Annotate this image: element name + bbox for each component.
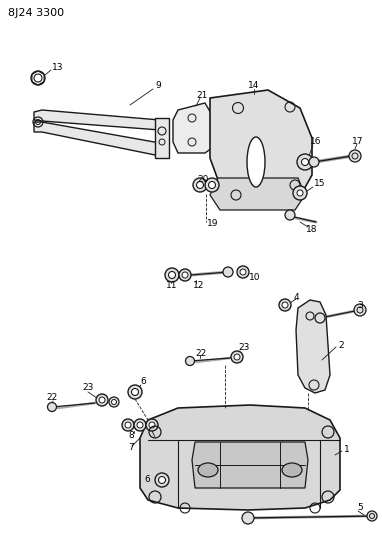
Circle shape [285,210,295,220]
Ellipse shape [247,137,265,187]
Circle shape [131,389,139,395]
Circle shape [96,394,108,406]
Text: 8J24 3300: 8J24 3300 [8,8,64,18]
Circle shape [193,178,207,192]
Circle shape [209,182,215,189]
Circle shape [196,182,204,189]
Circle shape [234,354,240,360]
Circle shape [223,267,233,277]
Text: 22: 22 [195,349,206,358]
Circle shape [237,266,249,278]
Circle shape [186,357,194,366]
Text: 13: 13 [52,63,63,72]
Text: 5: 5 [357,504,363,513]
Ellipse shape [198,463,218,477]
Circle shape [146,419,158,431]
Text: 12: 12 [193,280,204,289]
Text: 2: 2 [338,341,344,350]
Circle shape [297,190,303,196]
Text: 11: 11 [166,280,178,289]
Circle shape [179,269,191,281]
Circle shape [128,385,142,399]
Text: 10: 10 [249,273,261,282]
Text: 23: 23 [238,343,249,352]
Circle shape [149,422,155,428]
Polygon shape [296,300,330,393]
Circle shape [354,304,366,316]
Circle shape [122,419,134,431]
Text: 23: 23 [82,384,93,392]
Polygon shape [210,178,305,210]
Circle shape [112,400,117,405]
Polygon shape [34,110,167,131]
Text: 9: 9 [155,82,161,91]
Text: 19: 19 [207,219,219,228]
Text: 15: 15 [314,180,325,189]
Circle shape [279,299,291,311]
Polygon shape [173,103,212,153]
Circle shape [109,397,119,407]
Polygon shape [140,405,340,510]
Circle shape [205,178,219,192]
Text: 22: 22 [46,393,57,402]
Circle shape [301,158,309,166]
Polygon shape [155,118,169,158]
Circle shape [349,150,361,162]
Circle shape [315,313,325,323]
Circle shape [125,422,131,428]
Circle shape [293,186,307,200]
Text: 6: 6 [144,475,150,484]
Text: 3: 3 [357,301,363,310]
Circle shape [168,271,175,279]
Text: 20: 20 [197,174,208,183]
Circle shape [137,422,143,428]
Circle shape [297,154,313,170]
Text: 1: 1 [344,445,350,454]
Circle shape [134,419,146,431]
Circle shape [165,268,179,282]
Text: 7: 7 [128,443,134,453]
Circle shape [240,269,246,275]
Text: 16: 16 [310,138,322,147]
Circle shape [182,272,188,278]
Circle shape [242,512,254,524]
Ellipse shape [282,463,302,477]
Text: 14: 14 [248,82,259,91]
Polygon shape [210,90,312,208]
Polygon shape [192,442,308,488]
Circle shape [367,511,377,521]
Text: 17: 17 [352,136,364,146]
Circle shape [231,351,243,363]
Circle shape [99,397,105,403]
Circle shape [155,473,169,487]
Circle shape [309,157,319,167]
Text: 4: 4 [294,293,299,302]
Polygon shape [34,122,167,156]
Text: 21: 21 [196,91,207,100]
Text: 18: 18 [306,224,317,233]
Text: 6: 6 [140,377,146,386]
Circle shape [47,402,57,411]
Circle shape [159,477,165,483]
Text: 8: 8 [128,431,134,440]
Circle shape [282,302,288,308]
